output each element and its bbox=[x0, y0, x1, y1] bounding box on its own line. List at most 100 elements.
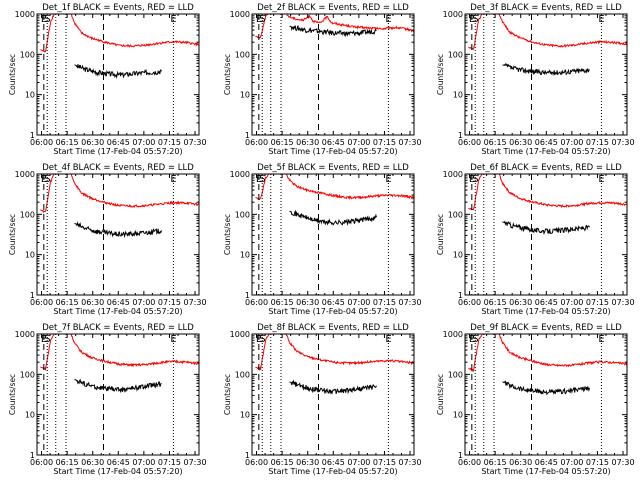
x-tick-label: 07:30 bbox=[183, 458, 206, 467]
marker-label: S bbox=[472, 14, 478, 25]
marker-label: S bbox=[259, 14, 265, 25]
plot-frame bbox=[464, 333, 628, 456]
marker-label: E bbox=[598, 14, 604, 25]
x-tick-label: 06:15 bbox=[484, 458, 507, 467]
series-lld-line bbox=[40, 14, 199, 53]
y-tick-label: 1 bbox=[245, 131, 250, 140]
series-lld-line bbox=[255, 334, 414, 371]
x-tick-label: 06:45 bbox=[535, 138, 558, 147]
x-tick-label: 07:30 bbox=[398, 458, 421, 467]
x-tick-label: 06:15 bbox=[56, 298, 79, 307]
y-tick-label: 100 bbox=[235, 370, 250, 379]
x-tick-label: 06:00 bbox=[245, 458, 268, 467]
y-tick-label: 10 bbox=[453, 91, 463, 100]
marker-label: S bbox=[259, 174, 265, 185]
marker-label: E bbox=[385, 334, 391, 345]
marker-label: E bbox=[598, 334, 604, 345]
x-tick-label: 07:30 bbox=[398, 138, 421, 147]
x-tick-label: 06:30 bbox=[81, 138, 104, 147]
series-events-line bbox=[502, 380, 590, 396]
x-tick-label: 06:15 bbox=[484, 298, 507, 307]
y-tick-label: 10 bbox=[25, 251, 35, 260]
y-tick-label: 1000 bbox=[230, 330, 250, 339]
panel-title: Det_8f BLACK = Events, RED = LLD bbox=[257, 323, 409, 333]
series-lld-line bbox=[255, 14, 414, 39]
x-axis-label: Start Time (17-Feb-04 05:57:20) bbox=[268, 467, 397, 476]
series-events-line bbox=[74, 64, 162, 79]
panel-title: Det_4f BLACK = Events, RED = LLD bbox=[42, 163, 194, 173]
x-tick-label: 07:30 bbox=[183, 138, 206, 147]
y-tick-label: 1 bbox=[245, 291, 250, 300]
panel-title: Det_2f BLACK = Events, RED = LLD bbox=[257, 3, 409, 13]
x-tick-label: 06:45 bbox=[322, 138, 345, 147]
x-tick-label: 06:45 bbox=[535, 458, 558, 467]
x-axis-label: Start Time (17-Feb-04 05:57:20) bbox=[53, 147, 182, 156]
series-events-line bbox=[289, 25, 377, 38]
x-axis-label: Start Time (17-Feb-04 05:57:20) bbox=[53, 307, 182, 316]
y-tick-label: 10 bbox=[453, 251, 463, 260]
marker-label: E bbox=[469, 14, 475, 25]
x-tick-label: 06:30 bbox=[81, 298, 104, 307]
x-tick-label: 07:00 bbox=[132, 298, 155, 307]
x-tick-label: 07:00 bbox=[560, 458, 583, 467]
marker-label: E bbox=[598, 174, 604, 185]
marker-label: E bbox=[256, 174, 262, 185]
y-axis-label: Counts/sec bbox=[436, 214, 445, 255]
plot-frame bbox=[251, 173, 415, 296]
x-tick-label: 06:15 bbox=[271, 298, 294, 307]
x-tick-label: 06:45 bbox=[107, 458, 130, 467]
x-axis-label: Start Time (17-Feb-04 05:57:20) bbox=[268, 147, 397, 156]
marker-label: E bbox=[256, 14, 262, 25]
marker-label: E bbox=[170, 334, 176, 345]
y-tick-label: 100 bbox=[235, 210, 250, 219]
y-tick-label: 100 bbox=[448, 210, 463, 219]
x-tick-label: 06:45 bbox=[107, 298, 130, 307]
x-axis-label: Start Time (17-Feb-04 05:57:20) bbox=[481, 467, 610, 476]
y-tick-label: 10 bbox=[240, 411, 250, 420]
series-events-line bbox=[74, 378, 162, 394]
x-tick-label: 06:00 bbox=[458, 138, 481, 147]
y-tick-label: 1000 bbox=[230, 10, 250, 19]
marker-label: E bbox=[170, 14, 176, 25]
x-tick-label: 06:00 bbox=[245, 298, 268, 307]
y-tick-label: 100 bbox=[448, 50, 463, 59]
y-tick-label: 1 bbox=[458, 131, 463, 140]
x-tick-label: 06:30 bbox=[296, 458, 319, 467]
x-axis-label: Start Time (17-Feb-04 05:57:20) bbox=[481, 147, 610, 156]
x-tick-label: 06:30 bbox=[509, 458, 532, 467]
x-tick-label: 07:15 bbox=[158, 458, 181, 467]
series-events-line bbox=[502, 220, 590, 235]
y-tick-label: 10 bbox=[240, 251, 250, 260]
x-tick-label: 07:15 bbox=[158, 138, 181, 147]
x-tick-label: 06:00 bbox=[458, 298, 481, 307]
x-tick-label: 07:00 bbox=[132, 138, 155, 147]
marker-label: E bbox=[170, 174, 176, 185]
marker-label: E bbox=[469, 174, 475, 185]
x-tick-label: 07:30 bbox=[611, 138, 634, 147]
series-lld-line bbox=[40, 174, 199, 214]
x-axis-label: Start Time (17-Feb-04 05:57:20) bbox=[481, 307, 610, 316]
x-tick-label: 06:15 bbox=[56, 458, 79, 467]
marker-label: S bbox=[44, 174, 50, 185]
x-tick-label: 06:30 bbox=[81, 458, 104, 467]
marker-label: S bbox=[259, 334, 265, 345]
x-tick-label: 07:30 bbox=[611, 458, 634, 467]
panel-title: Det_3f BLACK = Events, RED = LLD bbox=[470, 3, 622, 13]
x-tick-label: 06:00 bbox=[30, 458, 53, 467]
y-tick-label: 1 bbox=[458, 451, 463, 460]
x-tick-label: 06:45 bbox=[535, 298, 558, 307]
y-tick-label: 10 bbox=[25, 91, 35, 100]
y-tick-label: 1 bbox=[458, 291, 463, 300]
y-tick-label: 1000 bbox=[443, 170, 463, 179]
x-tick-label: 07:15 bbox=[586, 458, 609, 467]
y-tick-label: 1 bbox=[30, 291, 35, 300]
y-tick-label: 100 bbox=[20, 50, 35, 59]
y-tick-label: 1 bbox=[30, 131, 35, 140]
x-tick-label: 07:15 bbox=[586, 298, 609, 307]
